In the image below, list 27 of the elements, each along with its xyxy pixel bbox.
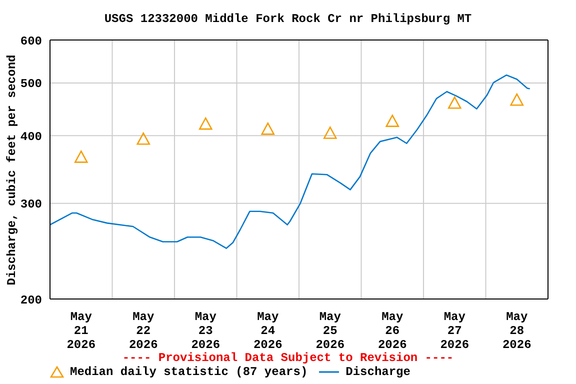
y-axis-title: Discharge, cubic feet per second (5, 54, 19, 286)
point (386, 114, 400, 127)
x-tick-label: May 27 2026 (440, 310, 470, 352)
y-tick-label: 400 (20, 130, 42, 144)
point (198, 117, 212, 130)
x-tick-label: May 21 2026 (66, 310, 96, 352)
point (510, 93, 524, 106)
x-tick-label: May 24 2026 (253, 310, 282, 352)
point (74, 150, 88, 163)
y-tick-label: 500 (20, 77, 42, 92)
x-tick-label: May 28 2026 (502, 310, 532, 352)
y-tick-label: 300 (20, 198, 42, 212)
point (261, 122, 275, 135)
legend-label: Discharge (346, 365, 410, 379)
point (448, 96, 462, 109)
chart-title: USGS 12332000 Middle Fork Rock Cr nr Philipsburg MT (103, 12, 473, 26)
legend-label: Median daily statistic (87 years) (70, 365, 308, 379)
x-tick-label: May 22 2026 (128, 310, 158, 352)
x-tick-label: May 25 2026 (316, 310, 345, 352)
y-tick-label: 200 (20, 293, 42, 308)
point (323, 126, 337, 139)
x-tick-label: May 26 2026 (378, 310, 407, 352)
text: ---- Provisional Data Subject to Revision ---- (121, 351, 455, 365)
x-tick-label: May 23 2026 (191, 310, 220, 352)
line-series (50, 74, 530, 249)
point (136, 132, 150, 145)
y-tick-label: 600 (20, 34, 42, 48)
